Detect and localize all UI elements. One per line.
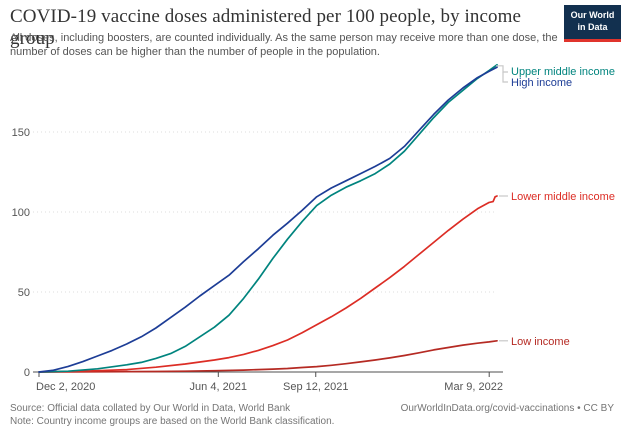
legend-connector xyxy=(502,72,508,83)
chart-title: COVID-19 vaccine doses administered per … xyxy=(10,6,522,49)
owid-logo-line2: in Data xyxy=(577,22,608,32)
series-label-low-income: Low income xyxy=(511,336,570,348)
series-label-lower-middle-income: Lower middle income xyxy=(511,191,615,203)
source-line: Source: Official data collated by Our Wo… xyxy=(10,403,291,414)
x-tick-label: Jun 4, 2021 xyxy=(190,381,248,393)
series-line-upper-middle-income xyxy=(38,63,498,373)
x-tick-label: Sep 12, 2021 xyxy=(283,381,348,393)
series-label-upper-middle-income: Upper middle income xyxy=(511,66,615,78)
chart-subtitle: All doses, including boosters, are count… xyxy=(10,32,558,58)
footer: Source: Official data collated by Our Wo… xyxy=(10,402,614,428)
y-tick-label: 50 xyxy=(18,287,30,299)
owid-logo[interactable]: Our World in Data xyxy=(564,5,621,42)
series-line-high-income xyxy=(38,66,498,373)
y-tick-label: 100 xyxy=(12,207,30,219)
x-tick-label: Dec 2, 2020 xyxy=(36,381,95,393)
footer-source-note: Source: Official data collated by Our Wo… xyxy=(10,402,334,428)
y-tick-label: 150 xyxy=(12,127,30,139)
footer-credit-link[interactable]: OurWorldInData.org/covid-vaccinations • … xyxy=(400,403,614,414)
x-tick-label: Mar 9, 2022 xyxy=(444,381,503,393)
series-label-high-income: High income xyxy=(511,77,573,89)
series-line-lower-middle-income xyxy=(38,195,498,373)
legend-connector xyxy=(496,65,508,73)
series-line-low-income xyxy=(38,339,498,373)
note-line: Note: Country income groups are based on… xyxy=(10,416,335,427)
plot-svg: 0 50 100 150 Dec 2, 2020 Jun 4, 2021 Sep 12, 2… xyxy=(12,63,508,393)
owid-logo-line1: Our World xyxy=(570,10,615,20)
y-tick-label: 0 xyxy=(24,367,30,379)
